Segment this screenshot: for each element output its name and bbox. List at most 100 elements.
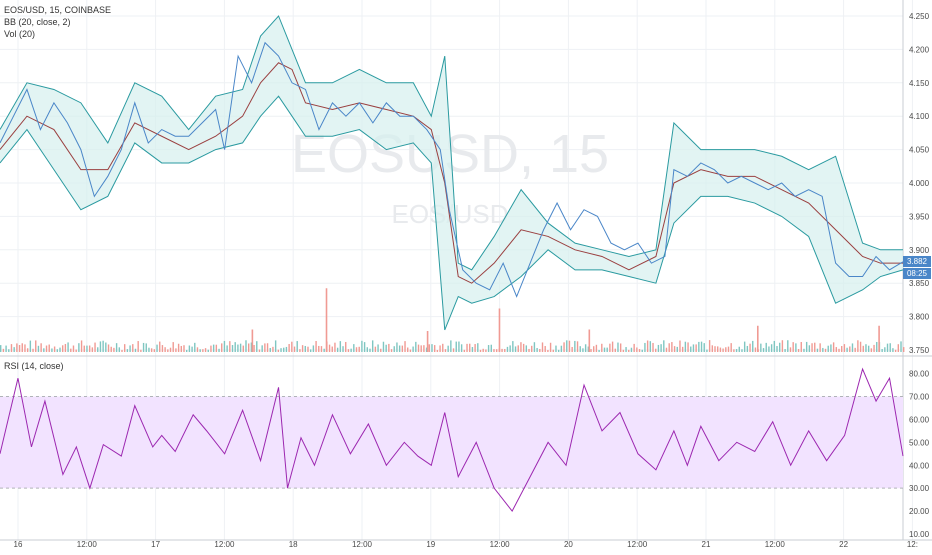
volume-bar <box>544 346 546 352</box>
volume-bar <box>531 345 533 352</box>
volume-bar <box>514 346 517 352</box>
volume-bar <box>603 347 606 352</box>
volume-bar <box>579 346 581 352</box>
volume-bar <box>97 347 99 352</box>
volume-bar <box>78 343 80 352</box>
volume-bar <box>881 349 883 352</box>
chart-legend-title: EOS/USD, 15, COINBASE <box>4 5 112 15</box>
volume-bar <box>336 347 339 352</box>
volume-bar <box>142 342 145 352</box>
volume-bar <box>444 349 447 352</box>
volume-bar <box>153 349 156 352</box>
volume-bar <box>361 340 363 352</box>
volume-bar <box>218 348 220 352</box>
volume-bar <box>185 349 188 352</box>
volume-bar <box>296 341 298 352</box>
volume-bar <box>285 346 288 352</box>
volume-bar <box>253 344 255 352</box>
volume-bar <box>207 349 209 352</box>
rsi-tick-label: 40.00 <box>909 461 930 470</box>
countdown-tag: 08:25 <box>903 268 931 279</box>
volume-bar <box>447 345 449 352</box>
volume-bar <box>787 340 789 352</box>
volume-bar <box>490 344 492 352</box>
volume-bar <box>800 342 802 352</box>
volume-bar <box>865 344 867 352</box>
volume-bar <box>652 342 654 352</box>
volume-bar <box>614 348 616 352</box>
volume-bar <box>274 340 277 352</box>
volume-bar <box>663 340 665 352</box>
volume-bar <box>45 345 48 352</box>
volume-bar <box>776 346 778 352</box>
volume-bar <box>331 346 333 352</box>
volume-bar <box>401 345 404 352</box>
volume-bar <box>132 344 134 352</box>
volume-bar <box>894 349 897 352</box>
rsi-legend[interactable]: RSI (14, close) <box>4 361 64 371</box>
volume-bar <box>563 342 565 352</box>
volume-bar <box>884 347 886 352</box>
volume-bar <box>126 349 129 352</box>
volume-bar <box>506 346 509 352</box>
volume-bar <box>358 346 360 352</box>
volume-bar <box>436 349 439 352</box>
time-tick-label: 17 <box>151 540 160 549</box>
volume-bar <box>673 346 676 352</box>
volume-bar <box>873 344 875 352</box>
volume-bar <box>835 347 838 352</box>
volume-bar <box>43 348 45 352</box>
volume-bar <box>261 345 263 352</box>
volume-bar <box>522 343 525 352</box>
volume-bar <box>714 346 716 352</box>
volume-bar <box>628 349 630 352</box>
volume-bar <box>824 348 827 352</box>
volume-bar <box>463 349 466 352</box>
volume-bar <box>743 341 746 352</box>
bb-legend[interactable]: BB (20, close, 2) <box>4 17 71 27</box>
volume-bar <box>646 340 649 352</box>
volume-bar <box>717 346 719 352</box>
volume-bar <box>2 348 5 352</box>
volume-bar <box>64 343 67 352</box>
time-tick-label: 12:00 <box>77 540 98 549</box>
volume-bar <box>690 346 692 352</box>
volume-bar <box>202 349 204 352</box>
volume-bar <box>854 347 856 352</box>
volume-bar <box>655 348 657 352</box>
volume-bar <box>735 349 738 352</box>
rsi-tick-label: 80.00 <box>909 370 930 379</box>
volume-bar <box>412 346 414 352</box>
volume-bar <box>102 340 104 352</box>
volume-bar <box>590 349 592 352</box>
volume-bar <box>849 346 851 352</box>
volume-bar <box>870 348 873 352</box>
volume-bar <box>536 347 538 352</box>
volume-bar <box>619 343 622 352</box>
volume-bar <box>641 349 643 352</box>
volume-bar <box>172 342 174 352</box>
volume-bar <box>18 345 21 352</box>
volume-bar <box>369 348 371 352</box>
volume-bar <box>830 344 832 352</box>
volume-bar <box>88 345 91 352</box>
volume-bar <box>752 340 754 352</box>
volume-bar <box>660 344 662 352</box>
volume-bar <box>517 345 519 352</box>
volume-bar <box>423 345 425 352</box>
volume-bar <box>617 342 619 352</box>
volume-bar <box>525 345 528 352</box>
volume-bar <box>110 346 112 352</box>
rsi-tick-label: 20.00 <box>909 507 930 516</box>
volume-bar <box>342 346 344 352</box>
volume-bar <box>733 349 735 352</box>
volume-bar <box>498 308 501 352</box>
price-tick-label: 3.950 <box>909 212 930 221</box>
vol-legend[interactable]: Vol (20) <box>4 29 36 39</box>
volume-bar <box>687 342 689 352</box>
volume-bar <box>756 325 759 352</box>
volume-bar <box>460 344 463 352</box>
volume-bar <box>485 349 487 352</box>
